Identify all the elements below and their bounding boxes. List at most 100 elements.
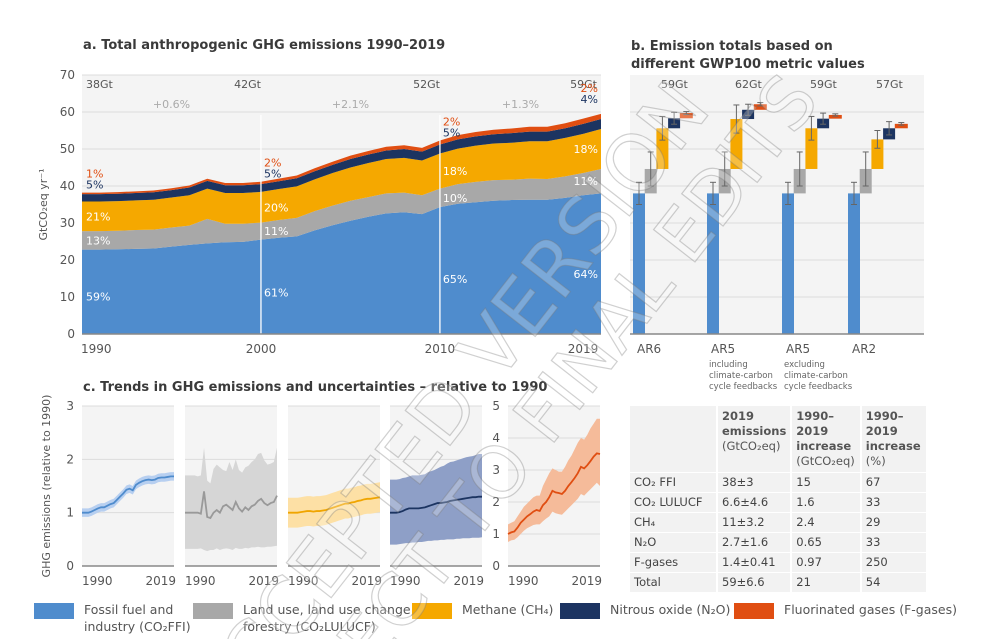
- category-label: AR6: [637, 342, 661, 356]
- bar-ffi: [848, 193, 860, 334]
- uncertainty-band-ch4: [288, 482, 380, 528]
- table-row: N₂O 2.7±1.6 0.65 33: [630, 532, 926, 553]
- y-tick-label: 3: [66, 399, 74, 413]
- total-label: 59Gt: [810, 78, 838, 91]
- legend-item-lulucf: Land use, land use change, forestry (CO₂…: [193, 601, 415, 635]
- legend-item-ch4: Methane (CH₄): [412, 601, 553, 619]
- chart-b-bars: 59GtAR662GtAR5includingclimate-carboncyc…: [630, 75, 924, 392]
- category-label: AR2: [852, 342, 876, 356]
- table-cell: 0.97: [791, 552, 862, 573]
- table-cell: 1.4±0.41: [717, 552, 793, 573]
- y-tick-label: 60: [60, 105, 75, 119]
- table-cell: 54: [860, 572, 926, 592]
- uncertainty-band-fgas: [508, 418, 600, 542]
- table-cell: 2.4: [791, 512, 862, 533]
- share-label-lulucf: 10%: [443, 192, 467, 205]
- table-row: CH₄ 11±3.2 2.4 29: [630, 512, 926, 533]
- table-row: Total 59±6.6 21 54: [630, 572, 926, 592]
- table-header-cell: [630, 406, 718, 473]
- uncertainty-band-lulucf: [185, 447, 277, 552]
- category-sublabel: cycle feedbacks: [709, 382, 778, 392]
- total-label: 62Gt: [735, 78, 763, 91]
- share-label-n2o: 5%: [264, 168, 281, 181]
- total-label: 42Gt: [234, 78, 262, 91]
- bar-ffi: [633, 193, 645, 334]
- x-tick-label: 1990: [390, 574, 421, 588]
- share-label-ffi: 65%: [443, 273, 467, 286]
- share-label-ffi: 59%: [86, 290, 110, 303]
- total-label: 59Gt: [661, 78, 689, 91]
- y-tick-label: 20: [60, 253, 75, 267]
- y-axis-label: GHG emissions (relative to 1990): [40, 395, 53, 578]
- table-cell: CH₄: [630, 512, 718, 533]
- legend-swatch-n2o: [560, 603, 600, 619]
- share-label-fgas: 2%: [264, 157, 281, 170]
- table-header-row: 2019 emissions (GtCO₂eq) 1990–2019 increase…: [630, 406, 926, 473]
- table-cell: 33: [860, 492, 926, 513]
- table-cell: 15: [791, 472, 862, 493]
- table-cell: 11±3.2: [717, 512, 793, 533]
- bar-ch4: [805, 128, 818, 169]
- x-tick-label: 2019: [351, 574, 382, 588]
- x-tick-label: 1990: [288, 574, 319, 588]
- bar-ch4: [656, 128, 669, 169]
- y-tick-label: 0: [66, 559, 74, 573]
- chart-b-title: b. Emission totals based on different GW…: [631, 39, 865, 72]
- y-tick-label: 5: [492, 399, 500, 413]
- table-row: CO₂ LULUCF 6.6±4.6 1.6 33: [630, 492, 926, 513]
- chart-c-title: c. Trends in GHG emissions and uncertain…: [83, 380, 548, 395]
- x-tick-label: 2019: [248, 574, 279, 588]
- category-sublabel: including: [709, 360, 748, 370]
- table-cell: 1.6: [791, 492, 862, 513]
- x-tick-label: 2019: [571, 574, 602, 588]
- trend-line-lulucf: [185, 491, 278, 520]
- legend-label: Nitrous oxide (N₂O): [610, 602, 731, 617]
- y-tick-label: 2: [66, 452, 74, 466]
- share-label-ffi: 61%: [264, 286, 288, 299]
- table-row: F-gases 1.4±0.41 0.97 250: [630, 552, 926, 573]
- legend-item-ffi: Fossil fuel and industry (CO₂FFI): [34, 601, 191, 635]
- share-label-n2o: 5%: [86, 179, 103, 192]
- x-tick-label: 2010: [425, 342, 456, 356]
- category-sublabel: cycle feedbacks: [784, 382, 853, 392]
- legend-swatch-ch4: [412, 603, 452, 619]
- share-label-lulucf: 11%: [264, 225, 288, 238]
- trend-line-n2o: [390, 495, 482, 514]
- chart-a-area: 0 10 20 30 40 50 60 70 GtCO₂eq yr⁻¹ 1990 2000 2010 2…: [37, 68, 601, 356]
- category-sublabel: climate-carbon: [784, 371, 848, 381]
- y-tick-label: 40: [60, 179, 75, 193]
- table-cell: Total: [630, 572, 718, 592]
- x-tick-label: 2000: [246, 342, 277, 356]
- total-label: 57Gt: [876, 78, 904, 91]
- share-label-ch4: 18%: [443, 165, 467, 178]
- legend-swatch-ffi: [34, 603, 74, 619]
- bar-ffi: [707, 193, 719, 334]
- legend-swatch-lulucf: [193, 603, 233, 619]
- category-label: AR5: [786, 342, 810, 356]
- table-cell: 0.65: [791, 532, 862, 553]
- legend-label: Fluorinated gases (F-gases): [784, 602, 957, 617]
- total-label: 38Gt: [86, 78, 114, 91]
- share-label-lulucf: 11%: [574, 175, 598, 188]
- growth-rate-label: +2.1%: [332, 98, 369, 111]
- share-label-lulucf: 13%: [86, 234, 110, 247]
- growth-rate-label: +1.3%: [502, 98, 539, 111]
- growth-rate-label: +0.6%: [153, 98, 190, 111]
- emissions-table: 2019 emissions (GtCO₂eq) 1990–2019 increase…: [630, 406, 926, 592]
- table-cell: 59±6.6: [717, 572, 793, 592]
- bar-ch4: [871, 139, 884, 169]
- area-fgas: [82, 113, 601, 195]
- x-tick-label: 2019: [568, 342, 599, 356]
- category-sublabel: excluding: [784, 360, 825, 370]
- chart-c-trends: GHG emissions (relative to 1990) 0 1 2 3 1990…: [40, 395, 602, 588]
- y-tick-label: 50: [60, 142, 75, 156]
- y-tick-label: 4: [492, 431, 500, 445]
- table-cell: CO₂ LULUCF: [630, 492, 718, 513]
- table-cell: 29: [860, 512, 926, 533]
- share-label-ch4: 20%: [264, 201, 288, 214]
- legend-label: Land use, land use change, forestry (CO₂…: [243, 602, 415, 634]
- x-tick-label: 2019: [145, 574, 176, 588]
- table-cell: 250: [860, 552, 926, 573]
- uncertainty-band-ffi: [82, 472, 174, 517]
- y-tick-label: 10: [60, 290, 75, 304]
